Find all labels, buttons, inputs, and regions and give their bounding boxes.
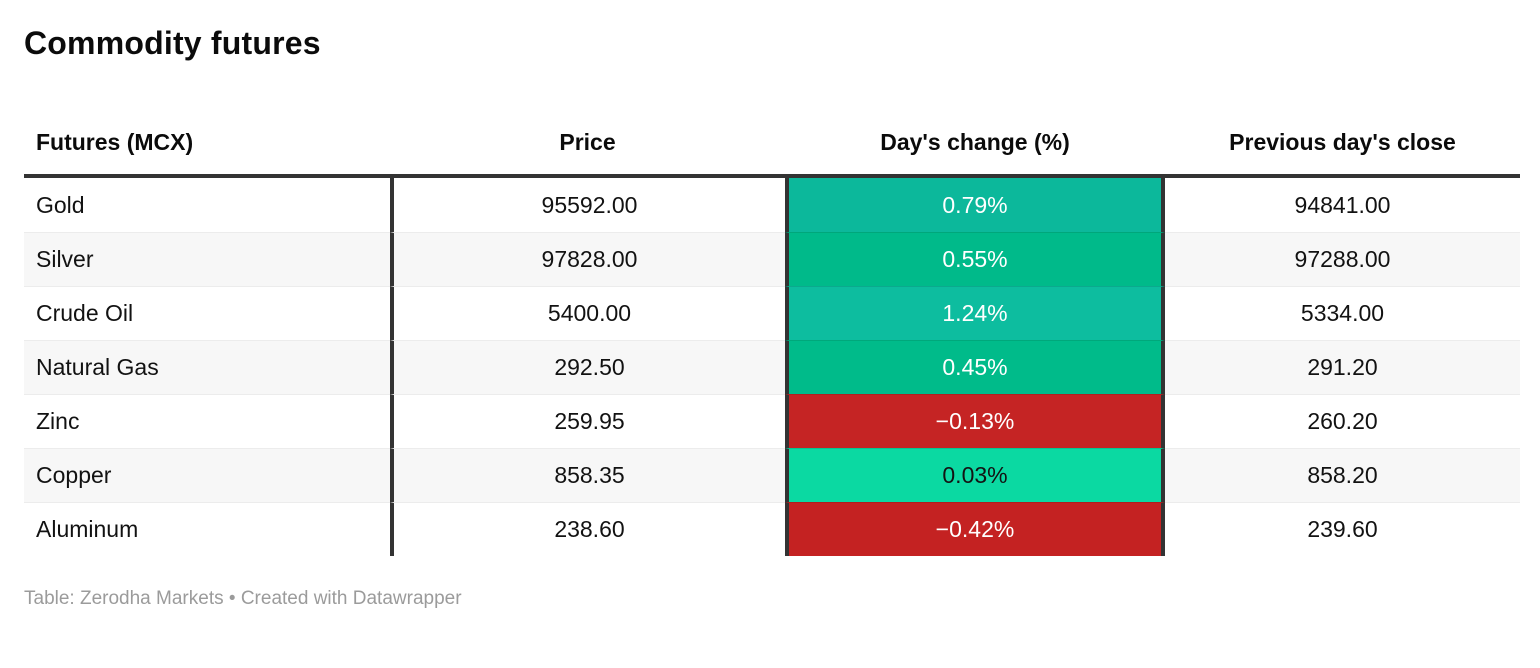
price-value: 5400.00 [390,286,785,340]
page-title: Commodity futures [24,25,321,61]
footer-bullet-separator: • [228,588,236,609]
table-header-row: Futures (MCX) Price Day's change (%) Pre… [24,128,1520,178]
change-value: 0.79% [785,178,1165,232]
change-value: −0.13% [785,394,1165,448]
footer-datawrapper-credit-link[interactable]: Created with Datawrapper [240,588,462,609]
change-value: 0.03% [785,448,1165,502]
table-row-gold: Gold 95592.00 0.79% 94841.00 [24,178,1520,232]
futures-name: Aluminum [24,502,390,556]
prev-close-value: 291.20 [1165,340,1520,394]
futures-name: Gold [24,178,390,232]
change-value: 1.24% [785,286,1165,340]
futures-name: Zinc [24,394,390,448]
price-value: 292.50 [390,340,785,394]
price-value: 858.35 [390,448,785,502]
column-header-days-change: Day's change (%) [880,129,1070,155]
attribution-footer: Table: Zerodha Markets • Created with Da… [24,588,1520,610]
table-row-copper: Copper 858.35 0.03% 858.20 [24,448,1520,502]
table-row-zinc: Zinc 259.95 −0.13% 260.20 [24,394,1520,448]
column-header-prev-close: Previous day's close [1229,129,1456,155]
column-header-price: Price [559,129,616,155]
footer-table-label: Table: [24,588,75,609]
change-value: 0.55% [785,232,1165,286]
prev-close-value: 94841.00 [1165,178,1520,232]
price-value: 259.95 [390,394,785,448]
commodity-futures-table: Futures (MCX) Price Day's change (%) Pre… [24,128,1520,556]
table-body: Gold 95592.00 0.79% 94841.00 Silver 9782… [24,178,1520,556]
table-row-silver: Silver 97828.00 0.55% 97288.00 [24,232,1520,286]
table-row-natural-gas: Natural Gas 292.50 0.45% 291.20 [24,340,1520,394]
prev-close-value: 260.20 [1165,394,1520,448]
column-header-futures: Futures (MCX) [36,129,194,155]
futures-name: Crude Oil [24,286,390,340]
change-value: −0.42% [785,502,1165,556]
price-value: 238.60 [390,502,785,556]
futures-name: Silver [24,232,390,286]
footer-source-link[interactable]: Zerodha Markets [79,588,224,609]
prev-close-value: 5334.00 [1165,286,1520,340]
futures-name: Copper [24,448,390,502]
prev-close-value: 858.20 [1165,448,1520,502]
table-row-crude-oil: Crude Oil 5400.00 1.24% 5334.00 [24,286,1520,340]
prev-close-value: 239.60 [1165,502,1520,556]
table-row-aluminum: Aluminum 238.60 −0.42% 239.60 [24,502,1520,556]
futures-name: Natural Gas [24,340,390,394]
price-value: 95592.00 [390,178,785,232]
change-value: 0.45% [785,340,1165,394]
price-value: 97828.00 [390,232,785,286]
table-container: Commodity futures Futures (MCX) Price Da… [24,24,1520,610]
prev-close-value: 97288.00 [1165,232,1520,286]
